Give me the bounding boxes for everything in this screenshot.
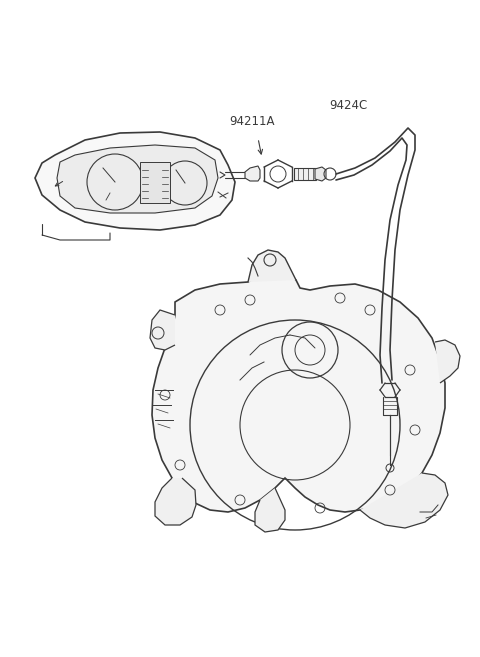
- PathPatch shape: [155, 478, 196, 525]
- PathPatch shape: [248, 250, 296, 282]
- PathPatch shape: [140, 162, 170, 203]
- PathPatch shape: [294, 168, 316, 180]
- PathPatch shape: [245, 166, 260, 181]
- PathPatch shape: [255, 488, 285, 532]
- PathPatch shape: [150, 310, 175, 350]
- PathPatch shape: [57, 145, 218, 213]
- PathPatch shape: [435, 340, 460, 383]
- PathPatch shape: [152, 272, 445, 512]
- PathPatch shape: [315, 167, 326, 181]
- Text: 9424C: 9424C: [329, 99, 367, 112]
- Text: 94211A: 94211A: [229, 115, 275, 128]
- PathPatch shape: [360, 473, 448, 528]
- PathPatch shape: [35, 132, 235, 230]
